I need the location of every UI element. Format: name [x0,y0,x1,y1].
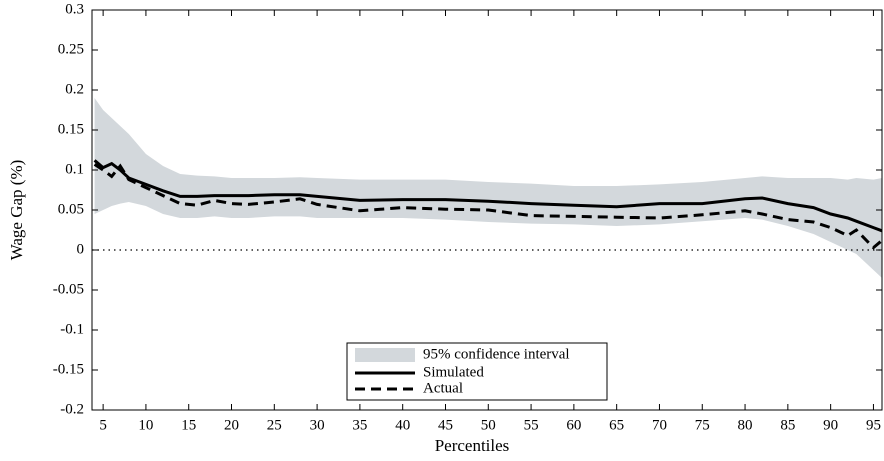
x-tick-label: 15 [181,417,196,433]
x-tick-label: 35 [352,417,367,433]
x-tick-label: 70 [652,417,667,433]
x-tick-label: 75 [695,417,710,433]
y-axis-label: Wage Gap (%) [7,160,26,261]
x-tick-label: 25 [267,417,282,433]
x-tick-label: 60 [566,417,581,433]
y-tick-label: 0.15 [58,121,84,137]
legend-label: 95% confidence interval [423,346,570,362]
legend-label: Simulated [423,364,484,380]
y-tick-label: -0.05 [53,281,84,297]
x-axis-label: Percentiles [435,436,510,455]
y-tick-label: 0.3 [65,1,84,17]
y-tick-label: 0.2 [65,81,84,97]
x-tick-label: 95 [866,417,881,433]
series-line [93,159,883,233]
x-tick-label: 45 [438,417,453,433]
x-tick-label: 30 [310,417,325,433]
y-tick-label: 0.05 [58,201,84,217]
x-tick-label: 55 [524,417,539,433]
y-tick-label: 0.1 [65,161,84,177]
x-tick-label: 40 [395,417,410,433]
x-tick-label: 50 [481,417,496,433]
legend-swatch [355,348,415,362]
series-line [93,163,883,250]
x-tick-label: 80 [738,417,753,433]
confidence-band [94,98,883,278]
x-tick-label: 65 [609,417,624,433]
y-tick-label: -0.2 [60,401,84,417]
x-tick-label: 85 [780,417,795,433]
legend-label: Actual [423,380,463,396]
x-tick-label: 20 [224,417,239,433]
y-tick-label: 0 [77,241,85,257]
y-tick-label: 0.25 [58,41,84,57]
x-tick-label: 90 [823,417,838,433]
x-tick-label: 5 [99,417,107,433]
y-tick-label: -0.1 [60,321,84,337]
x-tick-label: 10 [138,417,153,433]
y-tick-label: -0.15 [53,361,84,377]
